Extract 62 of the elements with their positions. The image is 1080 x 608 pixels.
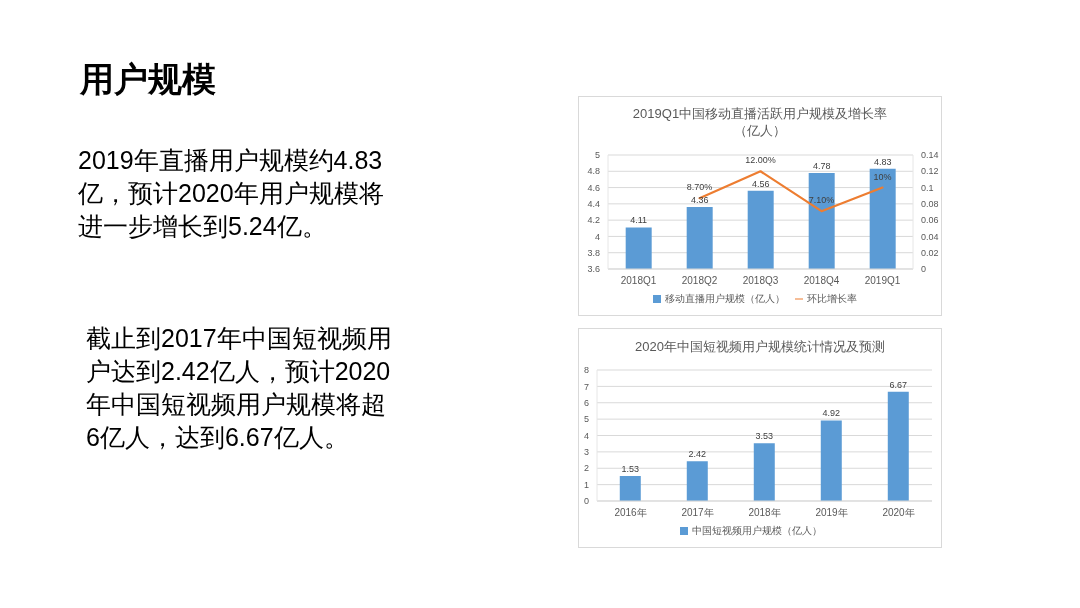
y2-tick-label: 0.02 — [921, 247, 939, 258]
y-tick-label: 4 — [594, 231, 600, 242]
y-tick-label: 2 — [583, 463, 589, 474]
x-tick-label: 2018Q2 — [681, 275, 718, 287]
data-label: 4.36 — [690, 195, 709, 206]
y2-tick-label: 0.12 — [921, 166, 939, 177]
y-tick-label: 5 — [594, 150, 600, 161]
bar — [820, 420, 842, 501]
data-label: 7.10% — [808, 195, 835, 206]
data-label: 3.53 — [755, 431, 774, 442]
chart-title: 2020年中国短视频用户规模统计情况及预测 — [634, 338, 886, 355]
chart-title: 2019Q1中国移动直播活跃用户规模及增长率（亿人） — [631, 105, 889, 139]
y2-tick-label: 0.14 — [921, 150, 939, 161]
y-tick-label: 8 — [583, 365, 589, 376]
y-tick-label: 7 — [583, 381, 589, 392]
legend-label: 中国短视频用户规模（亿人） — [691, 525, 822, 536]
y2-tick-label: 0 — [921, 264, 927, 275]
data-label: 4.11 — [630, 215, 648, 226]
y-tick-label: 4.6 — [587, 182, 600, 193]
x-tick-label: 2017年 — [681, 507, 714, 519]
y-tick-label: 1 — [583, 479, 589, 490]
text: 用户规模 — [80, 59, 216, 99]
bar — [753, 443, 775, 501]
y-tick-label: 3.6 — [587, 264, 600, 275]
y-tick-label: 3.8 — [587, 247, 600, 258]
legend-label: 环比增长率 — [807, 293, 857, 304]
data-label: 2.42 — [688, 449, 707, 460]
data-label: 4.78 — [812, 160, 831, 171]
data-label: 4.92 — [822, 408, 841, 419]
text: 2019年直播用户规模约4.83亿，预计2020年用户规模将进一步增长到5.24亿。 — [78, 145, 385, 242]
x-tick-label: 2018Q3 — [742, 275, 779, 287]
y-tick-label: 4.4 — [587, 199, 600, 210]
y-tick-label: 4 — [583, 430, 589, 441]
x-tick-label: 2019Q1 — [864, 275, 901, 287]
x-tick-label: 2018年 — [748, 507, 781, 519]
x-tick-label: 2019年 — [815, 507, 848, 519]
data-label: 10% — [873, 171, 892, 182]
y-tick-label: 4.8 — [587, 166, 600, 177]
bar — [887, 391, 909, 501]
data-label: 4.83 — [873, 156, 892, 167]
y-tick-label: 4.2 — [587, 215, 600, 226]
y2-tick-label: 0.04 — [921, 231, 939, 242]
data-label: 6.67 — [889, 379, 908, 390]
y-tick-label: 6 — [583, 397, 589, 408]
y-tick-label: 3 — [583, 447, 589, 458]
bar — [619, 475, 641, 501]
data-label: 8.70% — [686, 182, 713, 193]
y-tick-label: 0 — [583, 496, 589, 507]
x-tick-label: 2016年 — [614, 507, 647, 519]
data-label: 1.53 — [621, 463, 640, 474]
text: 截止到2017年中国短视频用户达到2.42亿人，预计2020年中国短视频用户规模将超6亿人，达到6.67亿人。 — [86, 323, 393, 453]
bar — [686, 461, 708, 501]
legend-label: 移动直播用户规模（亿人） — [665, 293, 785, 304]
y2-tick-label: 0.06 — [921, 215, 939, 226]
y-tick-label: 5 — [583, 414, 589, 425]
x-tick-label: 2020年 — [882, 507, 915, 519]
x-tick-label: 2018Q1 — [620, 275, 657, 287]
y2-tick-label: 0.1 — [921, 182, 934, 193]
data-label: 12.00% — [745, 155, 776, 166]
x-tick-label: 2018Q4 — [803, 275, 840, 287]
y2-tick-label: 0.08 — [921, 199, 939, 210]
data-label: 4.56 — [751, 178, 770, 189]
